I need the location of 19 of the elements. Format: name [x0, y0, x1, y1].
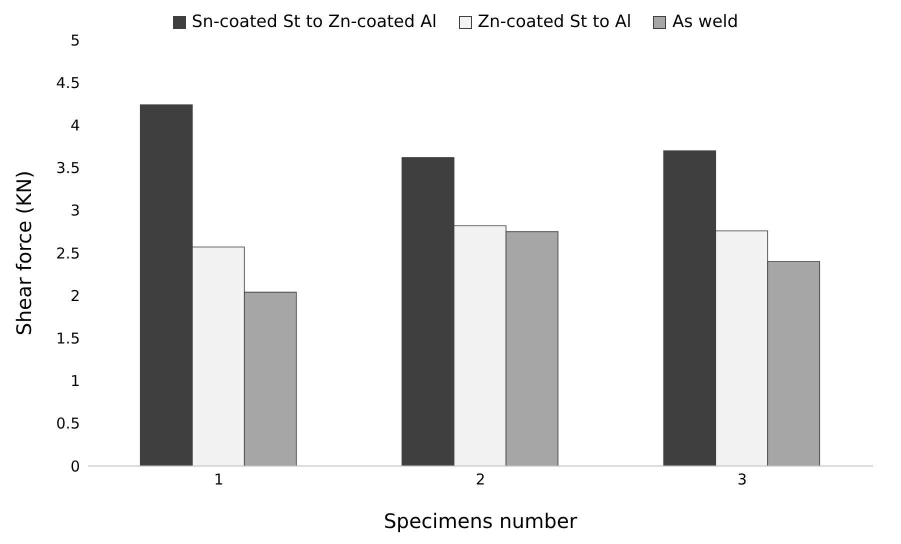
- y-tick-label: 1: [70, 372, 80, 390]
- y-tick-label: 0: [70, 457, 80, 476]
- y-tick-label: 2.5: [56, 244, 80, 262]
- y-tick-label: 4: [70, 116, 80, 135]
- x-axis-title: Specimens number: [384, 509, 578, 533]
- legend-label: Zn-coated St to Al: [478, 12, 632, 32]
- y-tick-label: 2: [70, 286, 80, 305]
- y-tick-label: 3: [70, 202, 80, 220]
- y-axis-title: Shear force (KN): [12, 170, 36, 336]
- y-tick-label: 5: [70, 31, 80, 50]
- y-tick-label: 0.5: [56, 414, 80, 433]
- x-tick-label: 2: [476, 470, 486, 489]
- legend-label: As weld: [672, 12, 738, 32]
- y-tick-label: 3.5: [56, 159, 80, 178]
- x-tick-label: 1: [214, 470, 224, 489]
- legend-label: Sn-coated St to Zn-coated Al: [192, 12, 437, 32]
- y-tick-label: 1.5: [56, 330, 80, 348]
- x-tick-label: 3: [737, 470, 747, 489]
- y-tick-label: 4.5: [56, 74, 80, 92]
